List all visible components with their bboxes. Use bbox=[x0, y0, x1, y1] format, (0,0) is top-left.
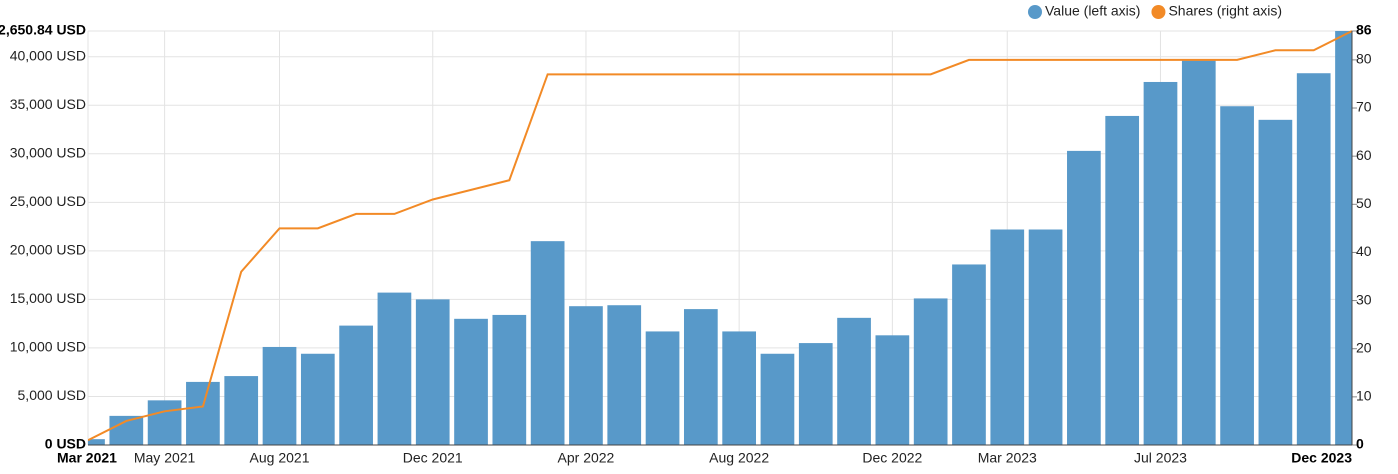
bar bbox=[530, 241, 565, 445]
bar bbox=[262, 346, 297, 445]
y-tick-label: 20,000 USD bbox=[10, 242, 86, 258]
bar bbox=[913, 298, 948, 445]
bar bbox=[88, 439, 105, 445]
bar bbox=[683, 309, 718, 445]
bar bbox=[1028, 229, 1063, 445]
legend-marker[interactable] bbox=[1028, 5, 1042, 19]
y2-tick-label: 50 bbox=[1356, 195, 1372, 211]
bar bbox=[454, 318, 488, 445]
x-tick-label: Aug 2021 bbox=[250, 450, 310, 466]
y2-tick-label: 20 bbox=[1356, 339, 1372, 355]
bar bbox=[1220, 106, 1254, 445]
legend-marker[interactable] bbox=[1151, 5, 1166, 19]
legend-label[interactable]: Shares (right axis) bbox=[1168, 3, 1282, 19]
y2-tick-label: 86 bbox=[1356, 22, 1372, 38]
y2-tick-label: 30 bbox=[1356, 291, 1372, 307]
y-tick-label: 10,000 USD bbox=[10, 339, 86, 355]
x-tick-label: Mar 2023 bbox=[978, 450, 1037, 466]
bar bbox=[1335, 31, 1352, 445]
y-tick-label: 5,000 USD bbox=[18, 387, 86, 403]
bar bbox=[300, 353, 335, 445]
bar bbox=[952, 264, 986, 445]
bar bbox=[1181, 60, 1216, 445]
bar bbox=[990, 229, 1025, 445]
bar bbox=[569, 306, 603, 445]
y-tick-label: 42,650.84 USD bbox=[0, 22, 86, 38]
bar bbox=[607, 305, 642, 445]
y-tick-label: 0 USD bbox=[45, 436, 86, 452]
y2-tick-label: 70 bbox=[1356, 99, 1372, 115]
y-tick-label: 15,000 USD bbox=[10, 290, 86, 306]
bar bbox=[1067, 150, 1101, 445]
bar bbox=[760, 353, 795, 445]
bar bbox=[147, 400, 182, 445]
x-tick-label: Aug 2022 bbox=[709, 450, 769, 466]
axes: 0 USD 5,000 USD 10,000 USD 15,000 USD 20,000… bbox=[0, 22, 1372, 466]
x-tick-label: Mar 2021 bbox=[57, 450, 117, 466]
legend-label[interactable]: Value (left axis) bbox=[1045, 3, 1140, 19]
y-tick-label: 30,000 USD bbox=[10, 145, 86, 161]
bar bbox=[875, 335, 910, 445]
bar bbox=[798, 343, 833, 445]
bar bbox=[645, 331, 680, 445]
y-tick-label: 35,000 USD bbox=[10, 96, 86, 112]
y-tick-label: 40,000 USD bbox=[10, 47, 86, 63]
bar bbox=[224, 376, 259, 445]
bar bbox=[1105, 115, 1140, 445]
y2-tick-label: 10 bbox=[1356, 388, 1372, 404]
bar bbox=[415, 299, 450, 445]
x-tick-label: Jul 2023 bbox=[1134, 450, 1187, 466]
x-tick-label: May 2021 bbox=[134, 450, 196, 466]
plot-area bbox=[88, 30, 1352, 446]
y2-tick-label: 60 bbox=[1356, 147, 1372, 163]
legend-item[interactable]: Value (left axis) bbox=[1028, 3, 1140, 19]
bar bbox=[186, 381, 220, 445]
bar bbox=[722, 331, 757, 445]
bar bbox=[492, 314, 527, 445]
bar bbox=[1143, 81, 1178, 446]
line bbox=[88, 30, 1352, 442]
x-tick-label: Dec 2023 bbox=[1291, 450, 1352, 466]
bar bbox=[377, 292, 412, 445]
y2-tick-label: 80 bbox=[1356, 51, 1372, 67]
x-tick-label: Apr 2022 bbox=[558, 450, 615, 466]
y2-tick-label: 40 bbox=[1356, 243, 1372, 259]
x-tick-label: Dec 2022 bbox=[862, 450, 922, 466]
bar bbox=[1296, 73, 1331, 445]
bar bbox=[339, 325, 373, 445]
y-tick-label: 25,000 USD bbox=[10, 193, 86, 209]
legend-item[interactable]: Shares (right axis) bbox=[1151, 3, 1282, 19]
y2-tick-label: 0 bbox=[1356, 436, 1364, 452]
bar bbox=[837, 317, 871, 445]
x-tick-label: Dec 2021 bbox=[403, 450, 463, 466]
bar bbox=[1258, 119, 1293, 445]
